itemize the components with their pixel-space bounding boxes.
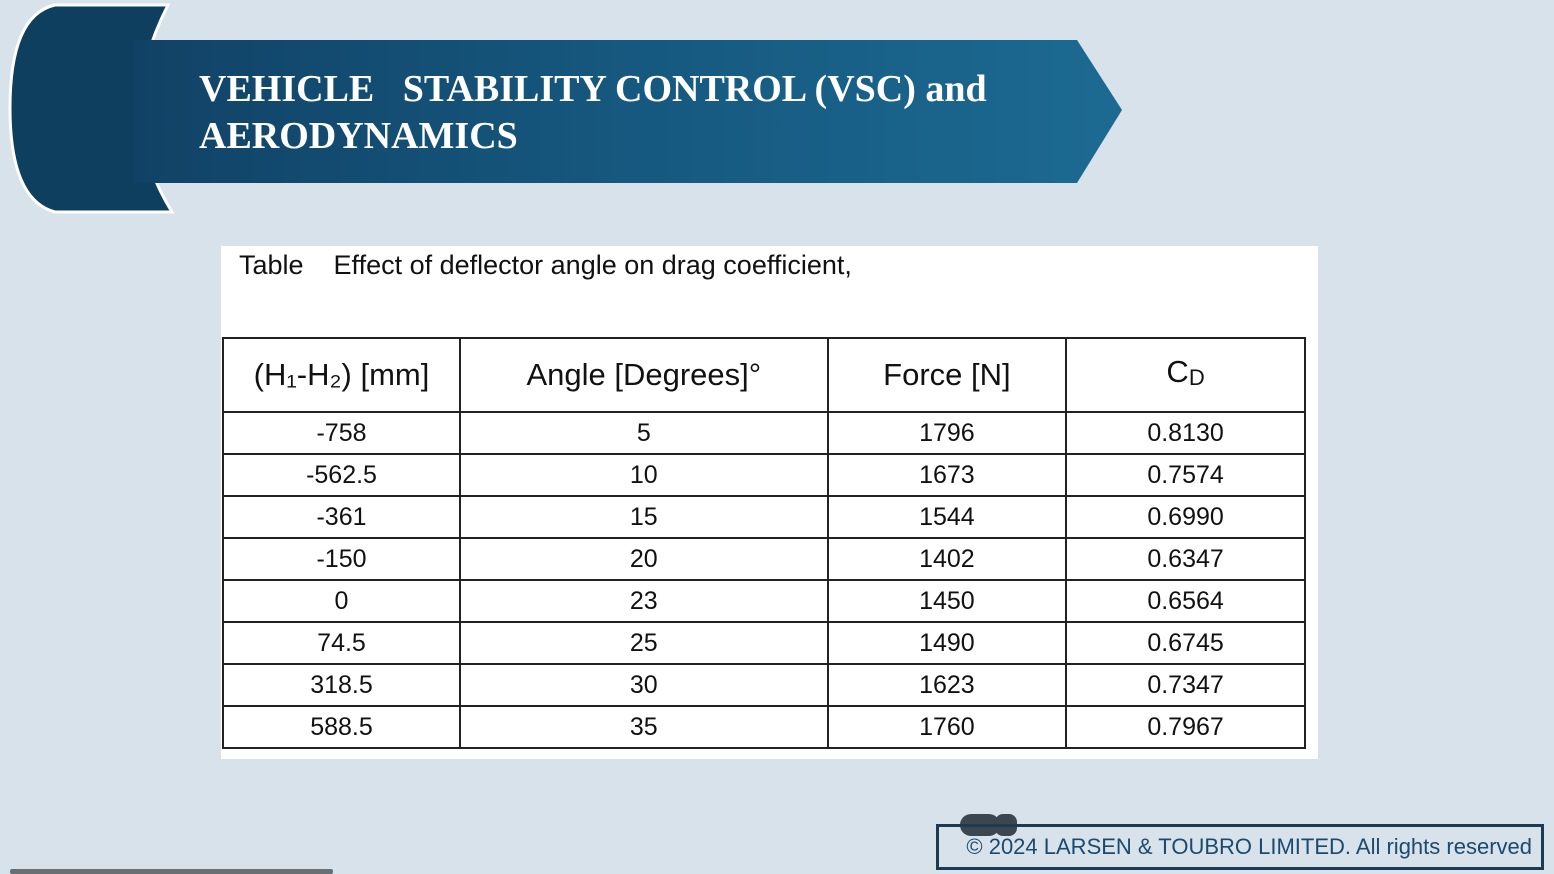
table-cell: 1760 [826, 705, 1068, 749]
table-cell: 1623 [826, 663, 1068, 707]
header-main: C [1166, 354, 1189, 389]
table-row: 318.5 30 1623 0.7347 [221, 663, 1306, 707]
table-cell: 1402 [826, 537, 1068, 581]
scroll-bar [10, 869, 333, 874]
table-row: 588.5 35 1760 0.7967 [221, 705, 1306, 749]
table-cell: 588.5 [221, 705, 462, 749]
column-header: CD [1065, 337, 1306, 413]
caption-label: Table [239, 250, 304, 280]
table-row: 74.5 25 1490 0.6745 [221, 621, 1306, 665]
table-cell: 1796 [826, 411, 1068, 455]
footer-box [936, 824, 1544, 870]
copyright: © 2024 LARSEN & TOUBRO LIMITED. All righ… [966, 834, 1532, 859]
title-line: VEHICLE STABILITY CONTROL (VSC) and [199, 68, 987, 110]
table-cell: -562.5 [221, 453, 462, 497]
table-cell: 30 [459, 663, 829, 707]
table-cell: 35 [459, 705, 829, 749]
table-row: 0 23 1450 0.6564 [221, 579, 1306, 623]
table-cell: 0 [221, 579, 462, 623]
table-cell: 0.8130 [1065, 411, 1306, 455]
table-cell: -150 [221, 537, 462, 581]
table-cell: 1490 [826, 621, 1068, 665]
table-caption: Table Effect of deflector angle on drag c… [239, 250, 882, 281]
table-row: -150 20 1402 0.6347 [221, 537, 1306, 581]
table-cell: -758 [221, 411, 462, 455]
table-row: -562.5 10 1673 0.7574 [221, 453, 1306, 497]
table-cell: 1673 [826, 453, 1068, 497]
table-cell: 5 [459, 411, 829, 455]
column-header: (H₁-H₂) [mm] [221, 337, 462, 413]
table-cell: 20 [459, 537, 829, 581]
table-cell: 0.7347 [1065, 663, 1306, 707]
table-row: -361 15 1544 0.6990 [221, 495, 1306, 539]
title-banner [133, 40, 1122, 183]
table-cell: 0.6347 [1065, 537, 1306, 581]
table-cell: 0.7574 [1065, 453, 1306, 497]
column-header: Angle [Degrees]° [459, 337, 829, 413]
table-cell: 10 [459, 453, 829, 497]
header-row: (H₁-H₂) [mm] Angle [Degrees]° Force [N] CD [221, 337, 1306, 413]
table-cell: 1450 [826, 579, 1068, 623]
table-cell: 0.6990 [1065, 495, 1306, 539]
table-cell: 15 [459, 495, 829, 539]
table-cell: 74.5 [221, 621, 462, 665]
table-cell: 0.6564 [1065, 579, 1306, 623]
table-cell: 0.7967 [1065, 705, 1306, 749]
table-cell: 23 [459, 579, 829, 623]
table-cell: 1544 [826, 495, 1068, 539]
column-header: Force [N] [826, 337, 1068, 413]
slide-title: VEHICLE STABILITY CONTROL (VSC) and AEROD… [199, 66, 987, 160]
table-cell: 25 [459, 621, 829, 665]
table-row: -758 5 1796 0.8130 [221, 411, 1306, 455]
data-table: (H₁-H₂) [mm] Angle [Degrees]° Force [N] CD -… [221, 337, 1306, 749]
table-cell: 318.5 [221, 663, 462, 707]
table-cell: -361 [221, 495, 462, 539]
title-line: AERODYNAMICS [199, 115, 518, 157]
header-sub: D [1188, 365, 1205, 390]
table-cell: 0.6745 [1065, 621, 1306, 665]
caption-text: Effect of deflector angle on drag coeffi… [333, 250, 852, 280]
